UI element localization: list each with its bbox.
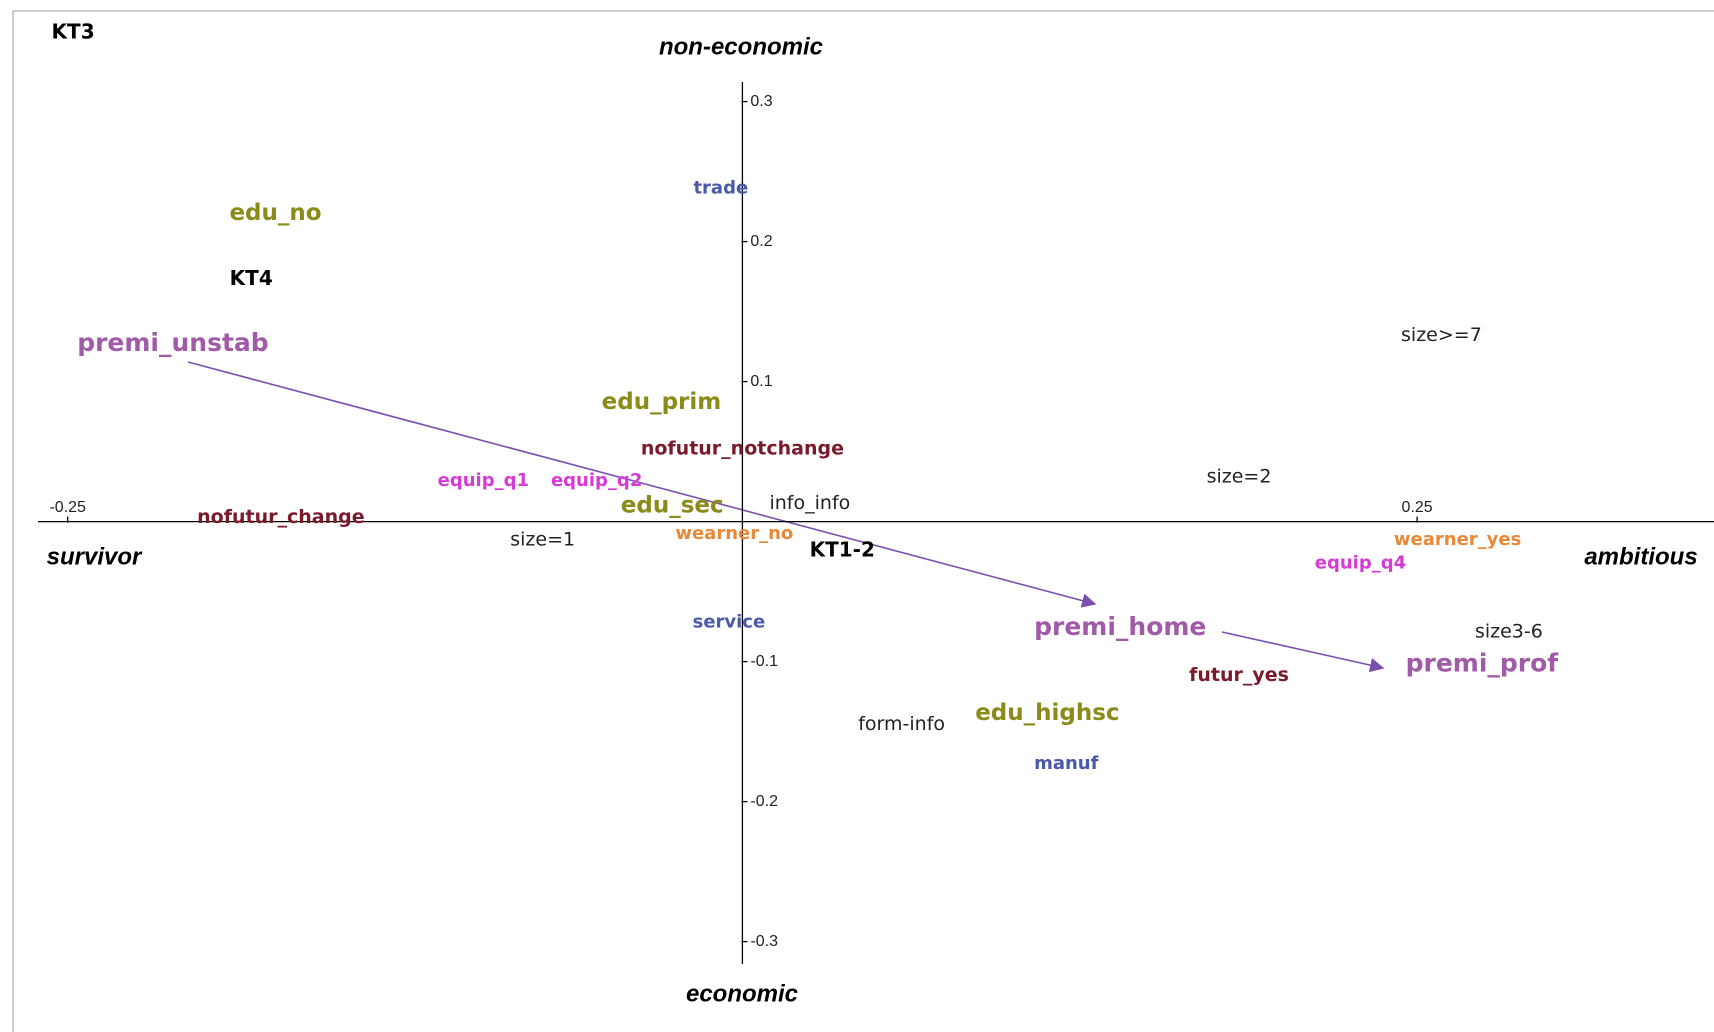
arrow — [187, 361, 1097, 608]
y-tick-label: 0.2 — [750, 233, 772, 250]
point-label: edu_sec — [621, 493, 724, 519]
point-label: KT4 — [230, 266, 273, 290]
point-label: equip_q2 — [551, 470, 642, 491]
point-label: manuf — [1034, 753, 1099, 774]
point-label: premi_home — [1034, 612, 1206, 641]
point-label: premi_prof — [1406, 648, 1560, 677]
point-label: equip_q1 — [438, 470, 529, 491]
y-tick-label: -0.3 — [750, 933, 778, 950]
x-left-label: survivor — [47, 543, 143, 570]
point-label: edu_prim — [602, 389, 722, 415]
point-label: info_info — [769, 492, 850, 514]
point-label: edu_highsc — [975, 700, 1119, 726]
y-bottom-label: economic — [686, 980, 798, 1007]
y-top-label: non-economic — [659, 33, 823, 60]
point-label: equip_q4 — [1315, 553, 1406, 574]
point-label: wearner_yes — [1394, 529, 1521, 550]
y-tick-label: 0.1 — [750, 373, 772, 390]
x-right-label: ambitious — [1584, 543, 1697, 570]
arrow — [1221, 631, 1385, 673]
y-tick-label: -0.2 — [750, 793, 778, 810]
point-label: form-info — [858, 713, 945, 735]
point-label: service — [693, 611, 766, 632]
point-label: nofutur_notchange — [641, 437, 844, 459]
point-label: size=1 — [510, 528, 575, 550]
point-label: wearner_no — [675, 523, 793, 544]
point-label: size3-6 — [1475, 621, 1543, 643]
x-tick-label: -0.25 — [49, 499, 86, 516]
point-label: futur_yes — [1189, 664, 1289, 686]
point-label: edu_no — [229, 200, 321, 226]
frame — [12, 10, 1714, 1032]
point-label: nofutur_change — [197, 506, 364, 528]
point-label: trade — [693, 177, 748, 198]
y-tick-label: -0.1 — [750, 653, 778, 670]
point-label: size=2 — [1207, 465, 1272, 487]
x-tick-label: 0.25 — [1402, 499, 1433, 516]
point-label: size>=7 — [1401, 324, 1482, 346]
y-tick-label: 0.3 — [750, 93, 772, 110]
point-label: KT1-2 — [810, 538, 875, 562]
point-label: premi_unstab — [77, 328, 269, 357]
point-label: KT3 — [52, 20, 95, 44]
